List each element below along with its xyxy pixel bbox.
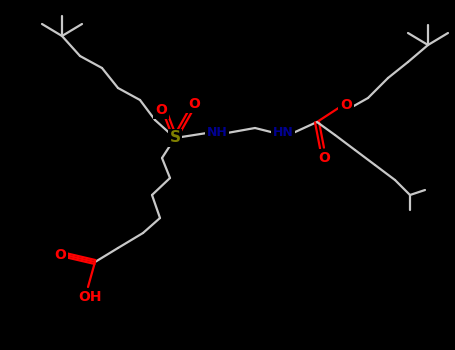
Text: OH: OH: [78, 290, 102, 304]
Text: O: O: [155, 103, 167, 117]
Text: NH: NH: [207, 126, 228, 140]
Text: O: O: [54, 248, 66, 262]
Text: O: O: [188, 97, 200, 111]
Text: HN: HN: [273, 126, 293, 140]
Text: S: S: [170, 131, 181, 146]
Text: O: O: [318, 151, 330, 165]
Text: O: O: [340, 98, 352, 112]
